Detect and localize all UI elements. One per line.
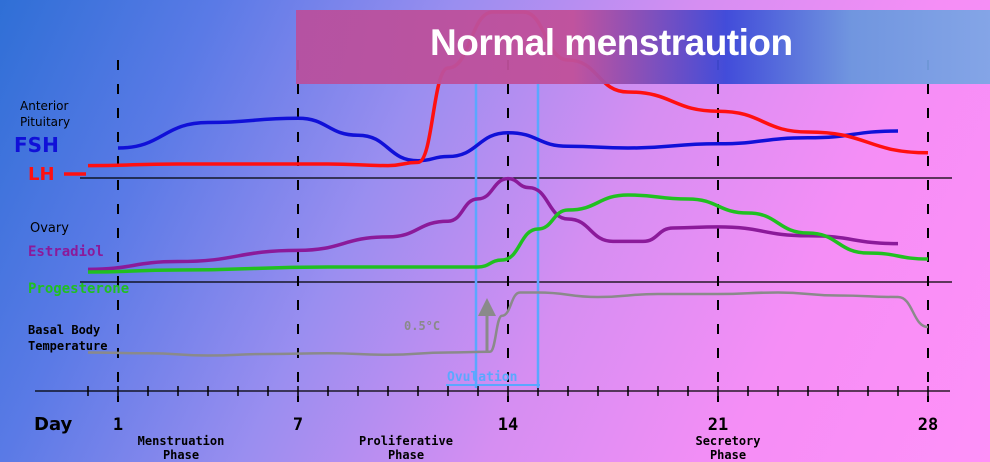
phase-label-2-sub: Phase (710, 448, 746, 462)
x-tick-label-1: 1 (113, 415, 123, 435)
panel-label-ovary: Ovary (30, 221, 69, 236)
x-tick-label-14: 14 (498, 415, 518, 435)
chart-title: Normal menstraution (430, 22, 793, 63)
panel-label-basal-body: Basal Body (28, 323, 100, 337)
estradiol-series-line (87, 176, 899, 272)
x-tick-label-7: 7 (293, 415, 303, 435)
temp-rise-label: 0.5°C (404, 319, 440, 333)
phase-label-0-sub: Phase (163, 448, 199, 462)
panel-label-anterior: Anterior (20, 99, 69, 113)
phase-label-2: Secretory (695, 434, 760, 448)
panel-label-temperature: Temperature (28, 339, 107, 353)
phase-label-1-sub: Phase (388, 448, 424, 462)
basal-body-temperature-series-line (87, 291, 929, 357)
legend-progesterone: Progesterone (28, 281, 129, 297)
x-tick-label-21: 21 (708, 415, 728, 435)
legend-estradiol: Estradiol (28, 244, 104, 260)
x-tick-label-28: 28 (918, 415, 938, 435)
x-axis-label: Day (34, 414, 73, 435)
panel-label-pituitary: Pituitary (20, 115, 70, 129)
temp-rise-arrow-head (478, 298, 496, 316)
progesterone-series-line (87, 193, 929, 274)
phase-label-0: Menstruation (138, 434, 225, 448)
fsh-series-line (117, 116, 899, 163)
phase-label-1: Proliferative (359, 434, 453, 448)
legend-lh: LH (28, 164, 55, 185)
legend-fsh: FSH (14, 133, 59, 157)
title-banner (296, 10, 990, 84)
ovulation-label: Ovulation (447, 370, 517, 385)
